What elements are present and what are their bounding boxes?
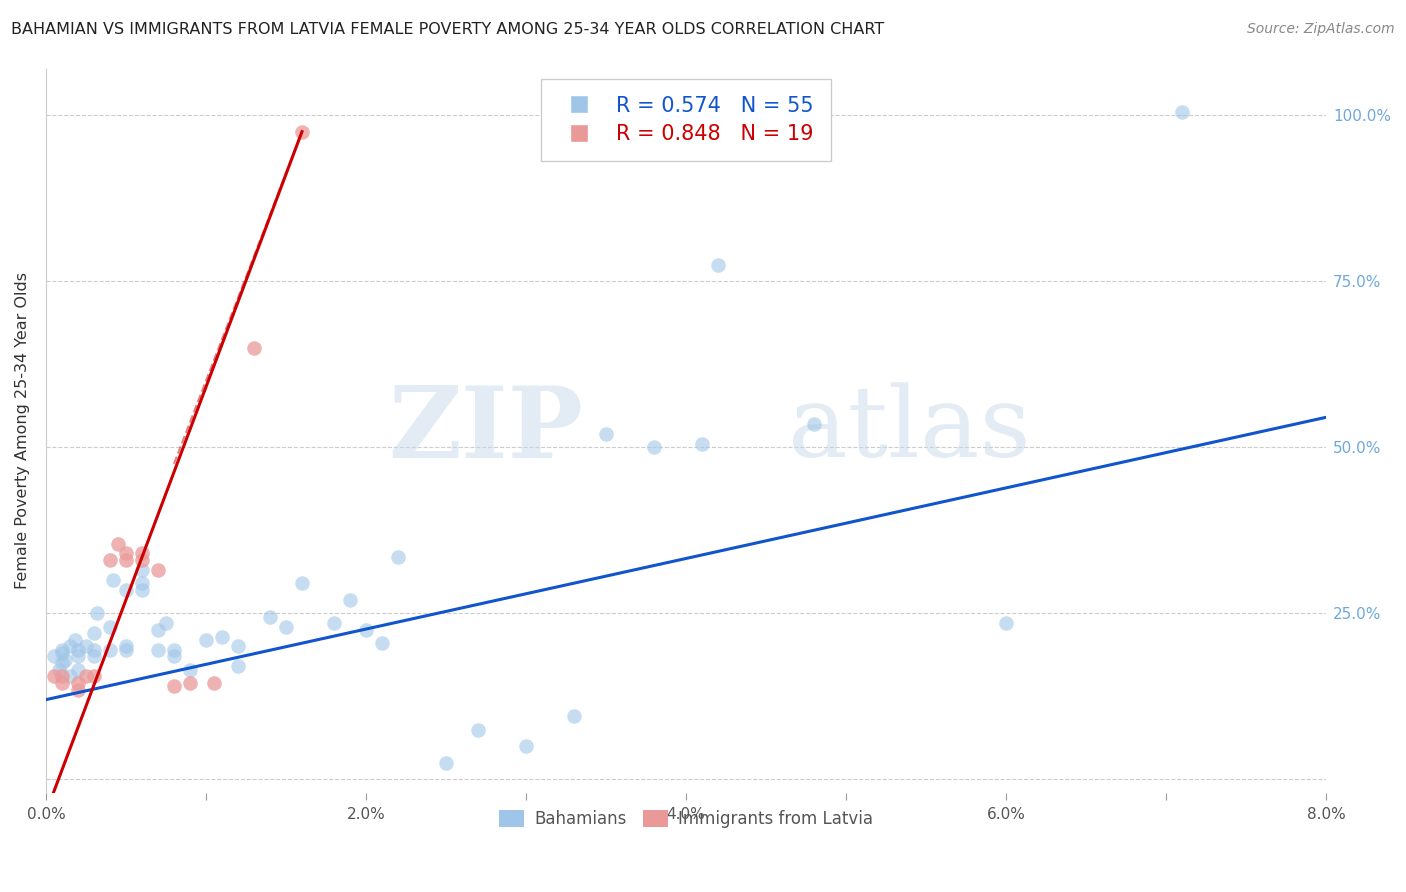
Point bbox=[226, 640, 249, 654]
Point bbox=[690, 437, 713, 451]
Point bbox=[48, 663, 70, 677]
Point bbox=[163, 642, 186, 657]
Point bbox=[51, 669, 73, 683]
Text: BAHAMIAN VS IMMIGRANTS FROM LATVIA FEMALE POVERTY AMONG 25-34 YEAR OLDS CORRELAT: BAHAMIAN VS IMMIGRANTS FROM LATVIA FEMAL… bbox=[11, 22, 884, 37]
Point bbox=[66, 649, 89, 664]
Text: atlas: atlas bbox=[789, 383, 1031, 478]
Point bbox=[146, 623, 169, 637]
Point bbox=[226, 659, 249, 673]
Point bbox=[179, 676, 201, 690]
Point bbox=[115, 642, 138, 657]
Point bbox=[339, 593, 361, 607]
Point bbox=[59, 640, 82, 654]
Point bbox=[179, 663, 201, 677]
Point bbox=[291, 576, 314, 591]
Point bbox=[155, 616, 177, 631]
Point bbox=[354, 623, 377, 637]
Point bbox=[163, 679, 186, 693]
Point bbox=[107, 536, 129, 550]
Point bbox=[75, 640, 97, 654]
Point bbox=[63, 632, 86, 647]
Point bbox=[131, 582, 153, 597]
Point bbox=[115, 553, 138, 567]
Text: Source: ZipAtlas.com: Source: ZipAtlas.com bbox=[1247, 22, 1395, 37]
Point bbox=[51, 676, 73, 690]
Point bbox=[146, 642, 169, 657]
Point bbox=[515, 739, 537, 753]
Point bbox=[163, 649, 186, 664]
Point bbox=[115, 640, 138, 654]
Point bbox=[98, 619, 121, 633]
Point bbox=[98, 642, 121, 657]
Point bbox=[51, 646, 73, 660]
Point bbox=[59, 669, 82, 683]
Point bbox=[146, 563, 169, 577]
Point bbox=[467, 723, 489, 737]
Point bbox=[995, 616, 1018, 631]
Point bbox=[42, 669, 65, 683]
Point bbox=[202, 676, 225, 690]
Point bbox=[434, 756, 457, 770]
Point bbox=[131, 547, 153, 561]
Y-axis label: Female Poverty Among 25-34 Year Olds: Female Poverty Among 25-34 Year Olds bbox=[15, 272, 30, 589]
Point bbox=[83, 626, 105, 640]
Point bbox=[42, 649, 65, 664]
Point bbox=[53, 653, 76, 667]
Point bbox=[51, 642, 73, 657]
Point bbox=[274, 619, 297, 633]
Point bbox=[115, 582, 138, 597]
Point bbox=[291, 125, 314, 139]
Point bbox=[707, 258, 730, 272]
Point bbox=[101, 573, 124, 587]
Point bbox=[131, 563, 153, 577]
Point bbox=[51, 656, 73, 670]
Point bbox=[66, 642, 89, 657]
Legend: Bahamians, Immigrants from Latvia: Bahamians, Immigrants from Latvia bbox=[492, 804, 880, 835]
Point bbox=[75, 669, 97, 683]
Point bbox=[371, 636, 394, 650]
Text: ZIP: ZIP bbox=[388, 382, 583, 479]
Point bbox=[323, 616, 346, 631]
Point bbox=[131, 553, 153, 567]
Point bbox=[98, 553, 121, 567]
Point bbox=[83, 649, 105, 664]
Point bbox=[115, 547, 138, 561]
Point bbox=[131, 576, 153, 591]
Point bbox=[211, 630, 233, 644]
Point bbox=[803, 417, 825, 431]
Point bbox=[66, 663, 89, 677]
Point bbox=[387, 549, 409, 564]
Point bbox=[1171, 104, 1194, 119]
Point bbox=[86, 607, 108, 621]
Point bbox=[83, 642, 105, 657]
Point bbox=[66, 682, 89, 697]
Point bbox=[195, 632, 218, 647]
Point bbox=[66, 676, 89, 690]
Point bbox=[595, 426, 617, 441]
Point bbox=[643, 440, 665, 454]
Point bbox=[562, 709, 585, 723]
Point bbox=[83, 669, 105, 683]
Point bbox=[259, 609, 281, 624]
Point bbox=[243, 341, 266, 355]
